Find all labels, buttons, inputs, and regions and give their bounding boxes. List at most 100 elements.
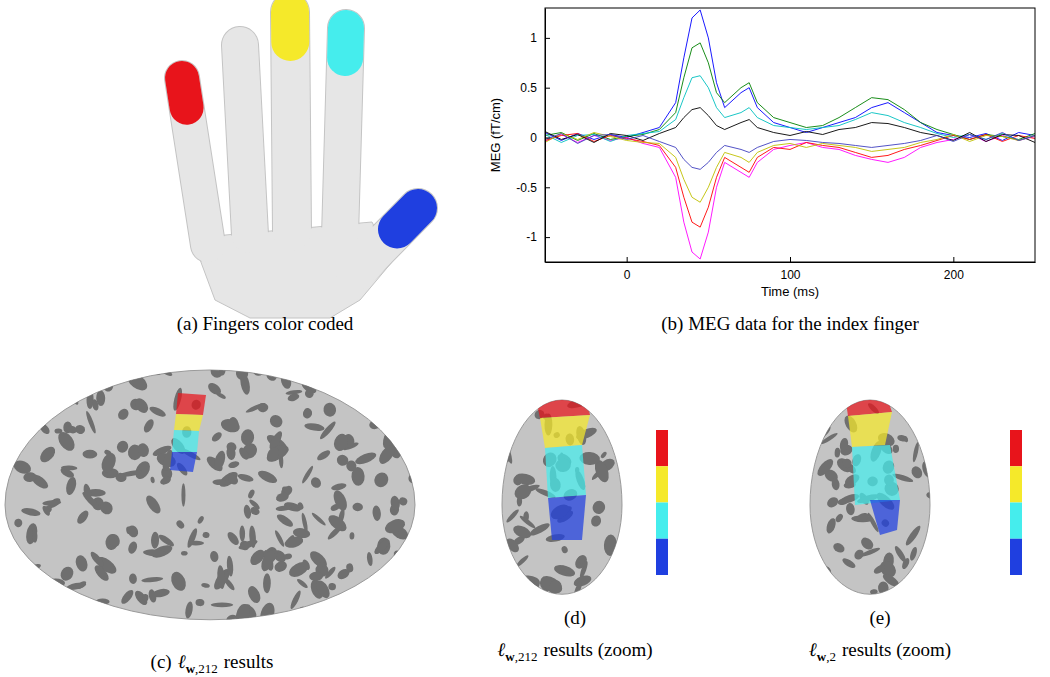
series-line: [545, 76, 1035, 143]
sulcus: [406, 402, 416, 414]
sulcus: [573, 580, 584, 598]
sulcus: [538, 573, 566, 597]
finger-outline: [240, 45, 250, 235]
sulcus: [390, 495, 401, 511]
sulcus: [279, 372, 293, 390]
sulcus: [239, 526, 245, 542]
sulcus: [89, 550, 106, 569]
cortex-surface: [810, 400, 930, 594]
sulcus: [38, 422, 51, 435]
sulcus: [175, 519, 186, 530]
sulcus: [841, 556, 857, 569]
sulcus: [96, 598, 110, 605]
y-tick: 1: [530, 31, 550, 45]
sulcus: [374, 609, 388, 623]
activations: [170, 393, 206, 472]
sulcus: [299, 629, 312, 646]
sulcus: [512, 481, 534, 502]
caption-subscript: w,212: [505, 649, 537, 664]
sulcus: [498, 581, 514, 594]
sulcus: [256, 468, 279, 485]
sulcus: [300, 465, 314, 485]
finger-outline: [355, 208, 418, 272]
sulcus: [41, 504, 51, 516]
sulcus: [366, 552, 373, 567]
sulcus: [917, 578, 928, 589]
finger-outline: [340, 28, 346, 236]
sulcus: [372, 537, 391, 556]
sulcus: [202, 531, 210, 538]
sulcus: [561, 545, 569, 554]
sulcus: [23, 408, 33, 418]
sulcus: [147, 589, 157, 604]
sulcus: [351, 467, 365, 487]
sulcus: [309, 571, 324, 581]
sulcus: [870, 589, 878, 595]
sulcus: [897, 434, 909, 442]
sulcus: [82, 483, 93, 501]
sulcus: [589, 514, 602, 528]
sulcus: [603, 534, 617, 556]
sulcus: [259, 620, 280, 635]
sulcus: [127, 540, 139, 555]
sulcus: [812, 422, 833, 442]
activation-patch: [845, 392, 892, 416]
finger: [240, 45, 250, 235]
sulcus: [576, 555, 586, 565]
sulcus: [150, 477, 155, 484]
x-tick: 0: [624, 257, 631, 282]
sulcus: [398, 496, 409, 507]
sulcus: [304, 389, 314, 399]
sulcus: [124, 370, 150, 394]
sulcus: [368, 418, 382, 430]
sulcus: [309, 475, 323, 490]
sulcus: [151, 532, 160, 549]
sulcus: [872, 563, 886, 575]
fingertip: [397, 208, 418, 229]
sulcus: [73, 363, 95, 378]
sulcus: [132, 459, 153, 482]
y-tick: -1: [526, 230, 550, 244]
sulcus: [247, 489, 256, 500]
fingertip: [327, 28, 364, 58]
x-tick-label: 100: [780, 268, 800, 282]
sulcus: [107, 532, 121, 548]
sulcus: [305, 364, 323, 382]
sulcus: [300, 512, 308, 533]
x-tick: 100: [780, 257, 800, 282]
sulcus: [301, 407, 314, 420]
sulcus: [184, 601, 194, 619]
sulcus: [322, 374, 329, 387]
colorbar-segment: [1010, 539, 1022, 575]
sulcus: [368, 600, 378, 611]
sulcus: [263, 573, 271, 593]
sulcus: [283, 553, 293, 561]
sulcus: [334, 612, 347, 623]
sulcus: [85, 410, 98, 434]
y-tick: 0.5: [520, 81, 550, 95]
colorbar: [1010, 430, 1022, 575]
activation-patch: [545, 445, 586, 498]
sulcus: [296, 578, 309, 590]
sulcus: [257, 402, 269, 413]
sulcus: [377, 622, 385, 629]
sulcus: [148, 405, 167, 419]
sulcus: [21, 507, 41, 518]
y-tick-mark: [545, 88, 550, 89]
sulcus: [607, 588, 627, 607]
sulcus: [922, 419, 937, 445]
colorbar-segment: [656, 466, 668, 502]
sulcus: [283, 534, 304, 549]
sulcus: [553, 563, 577, 579]
sulcus: [20, 404, 42, 418]
sulcus: [386, 417, 408, 434]
sulcus: [400, 593, 426, 613]
sulcus: [851, 596, 858, 606]
sulcus: [841, 457, 854, 470]
sulcus: [591, 499, 608, 516]
sulcus: [613, 443, 625, 457]
sulcus: [304, 422, 325, 432]
sulcus: [387, 410, 396, 434]
sulcus: [82, 450, 97, 459]
sulcus: [75, 609, 98, 631]
